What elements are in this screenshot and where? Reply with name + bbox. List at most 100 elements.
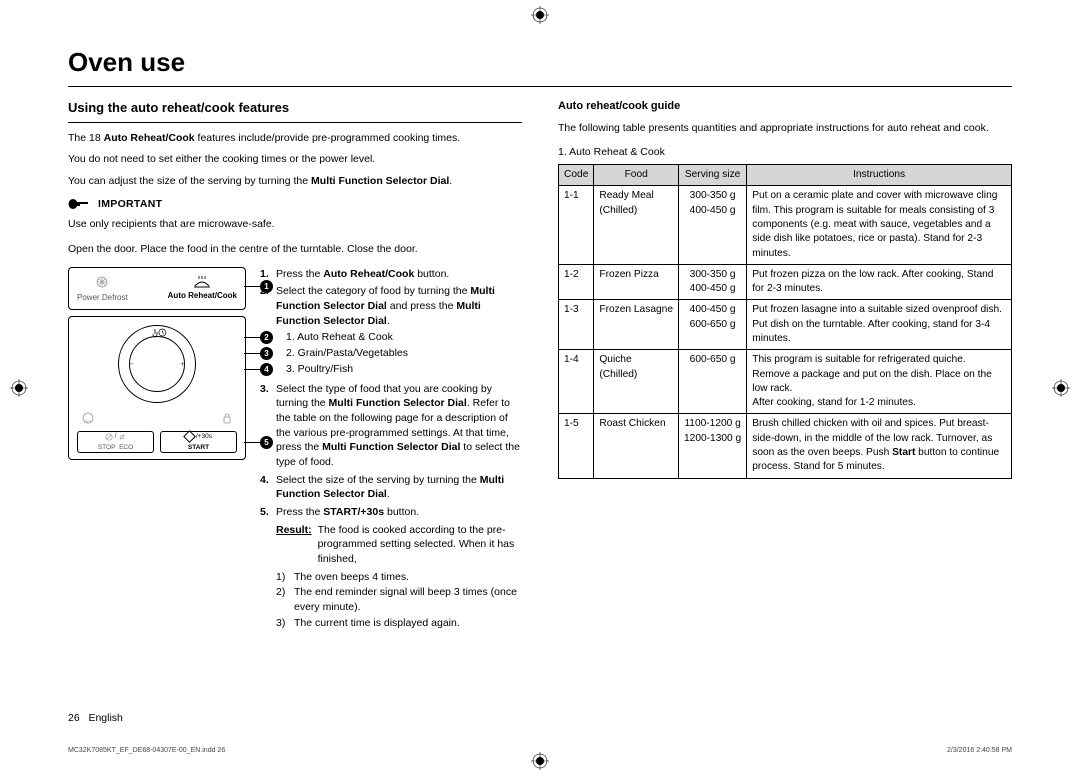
p2: The end reminder signal will beep 3 time… — [294, 585, 522, 614]
s4n: 4. — [260, 473, 272, 502]
reg-mark-left — [10, 379, 28, 397]
callout-5: 5 — [260, 436, 273, 449]
cell-food: Frozen Lasagne — [594, 300, 679, 350]
result-text: The food is cooked according to the pre-… — [318, 523, 522, 567]
p3n: 3) — [276, 616, 290, 631]
cell-code: 1-4 — [559, 350, 594, 414]
title-rule — [68, 86, 1012, 87]
start-button: /+30s START — [160, 431, 237, 453]
cell-code: 1-5 — [559, 414, 594, 478]
s2: Select the category of food by turning t… — [276, 284, 522, 378]
intro3b: . — [449, 175, 452, 187]
hand-pointer-icon — [68, 198, 90, 210]
table-row: 1-4Quiche(Chilled)600-650 gThis program … — [559, 350, 1012, 414]
lock-icon — [221, 411, 233, 425]
table-row: 1-1Ready Meal(Chilled)300-350 g400-450 g… — [559, 186, 1012, 264]
reg-mark-right — [1052, 379, 1070, 397]
s4: Select the size of the serving by turnin… — [276, 473, 522, 502]
result-label: Result: — [276, 523, 312, 567]
off-icon: OFF — [81, 411, 95, 425]
important-label: IMPORTANT — [98, 197, 162, 212]
panel-top: Power Defrost Auto Reheat/Cook 1 — [68, 267, 246, 310]
print-marks: MC32K7085KT_EF_DE68-04307E-00_EN.indd 26… — [68, 746, 1012, 756]
cell-food: Quiche(Chilled) — [594, 350, 679, 414]
important-row: IMPORTANT — [68, 197, 522, 212]
cell-code: 1-1 — [559, 186, 594, 264]
s5n: 5. — [260, 505, 272, 520]
plus30-label: /+30s — [196, 432, 212, 441]
p2n: 2) — [276, 585, 290, 614]
cell-instructions: Put on a ceramic plate and cover with mi… — [747, 186, 1012, 264]
recipe-table: Code Food Serving size Instructions 1-1R… — [558, 164, 1012, 478]
guide-intro: The following table presents quantities … — [558, 121, 1012, 136]
th-size: Serving size — [679, 165, 747, 186]
start-label: START — [188, 443, 209, 452]
intro3a: You can adjust the size of the serving b… — [68, 175, 311, 187]
table-row: 1-2Frozen Pizza300-350 g400-450 gPut fro… — [559, 264, 1012, 300]
cell-size: 600-650 g — [679, 350, 747, 414]
intro-p2: You do not need to set either the cookin… — [68, 152, 522, 167]
clock-icon — [158, 328, 167, 337]
s3: Select the type of food that you are coo… — [276, 382, 522, 470]
left-column: Using the auto reheat/cook features The … — [68, 99, 522, 631]
page-title: Oven use — [68, 44, 1012, 80]
table-row: 1-5Roast Chicken1100-1200 g1200-1300 gBr… — [559, 414, 1012, 478]
p1n: 1) — [276, 570, 290, 585]
table-header-row: Code Food Serving size Instructions — [559, 165, 1012, 186]
sub1: 1. Auto Reheat & Cook — [286, 330, 522, 345]
intro1b: features include/provide pre-programmed … — [195, 132, 461, 144]
stop-eco-button: / STOP ECO — [77, 431, 154, 453]
cell-size: 300-350 g400-450 g — [679, 264, 747, 300]
power-defrost-icon: Power Defrost — [77, 274, 128, 303]
section-rule — [68, 122, 522, 123]
intro1a: The 18 — [68, 132, 104, 144]
callout-1: 1 — [260, 280, 273, 293]
intro1bold: Auto Reheat/Cook — [104, 132, 195, 144]
svg-text:OFF: OFF — [84, 419, 93, 424]
cell-food: Frozen Pizza — [594, 264, 679, 300]
cell-size: 400-450 g600-650 g — [679, 300, 747, 350]
s1: Press the Auto Reheat/Cook button. — [276, 267, 522, 282]
th-food: Food — [594, 165, 679, 186]
cell-food: Ready Meal(Chilled) — [594, 186, 679, 264]
steps-list: 1.Press the Auto Reheat/Cook button. 2.S… — [260, 267, 522, 632]
stop-icon — [105, 433, 113, 441]
page-footer: 26 English — [68, 711, 123, 726]
th-code: Code — [559, 165, 594, 186]
cell-code: 1-2 — [559, 264, 594, 300]
cell-size: 1100-1200 g1200-1300 g — [679, 414, 747, 478]
important-text: Use only recipients that are microwave-s… — [68, 217, 522, 232]
cell-code: 1-3 — [559, 300, 594, 350]
s3n: 3. — [260, 382, 272, 470]
callout-2: 2 — [260, 331, 273, 344]
table-caption: 1. Auto Reheat & Cook — [558, 145, 1012, 160]
cell-size: 300-350 g400-450 g — [679, 186, 747, 264]
control-panel-diagram: Power Defrost Auto Reheat/Cook 1 — [68, 267, 246, 460]
intro3bold: Multi Function Selector Dial — [311, 175, 449, 187]
auto-reheat-icon: Auto Reheat/Cook — [168, 276, 237, 301]
power-defrost-label: Power Defrost — [77, 292, 128, 303]
p1: The oven beeps 4 times. — [294, 570, 409, 585]
reg-mark-top — [531, 6, 549, 24]
sub3: 3. Poultry/Fish — [286, 362, 522, 377]
print-left: MC32K7085KT_EF_DE68-04307E-00_EN.indd 26 — [68, 746, 225, 756]
sub2: 2. Grain/Pasta/Vegetables — [286, 346, 522, 361]
open-door-text: Open the door. Place the food in the cen… — [68, 242, 522, 257]
eco-label: ECO — [119, 444, 133, 451]
auto-reheat-label: Auto Reheat/Cook — [168, 290, 237, 301]
s5: Press the START/+30s button. — [276, 505, 522, 520]
table-row: 1-3Frozen Lasagne400-450 g600-650 gPut f… — [559, 300, 1012, 350]
intro-p1: The 18 Auto Reheat/Cook features include… — [68, 131, 522, 146]
cell-instructions: Brush chilled chicken with oil and spice… — [747, 414, 1012, 478]
cell-food: Roast Chicken — [594, 414, 679, 478]
callout-3: 3 — [260, 347, 273, 360]
th-instructions: Instructions — [747, 165, 1012, 186]
eco-icon — [118, 433, 126, 441]
p3: The current time is displayed again. — [294, 616, 460, 631]
section-heading: Using the auto reheat/cook features — [68, 99, 522, 117]
cell-instructions: Put frozen pizza on the low rack. After … — [747, 264, 1012, 300]
panel-main: − + 2 3 4 OFF — [68, 316, 246, 460]
page-number: 26 — [68, 712, 80, 724]
right-column: Auto reheat/cook guide The following tab… — [558, 99, 1012, 631]
callout-4: 4 — [260, 363, 273, 376]
